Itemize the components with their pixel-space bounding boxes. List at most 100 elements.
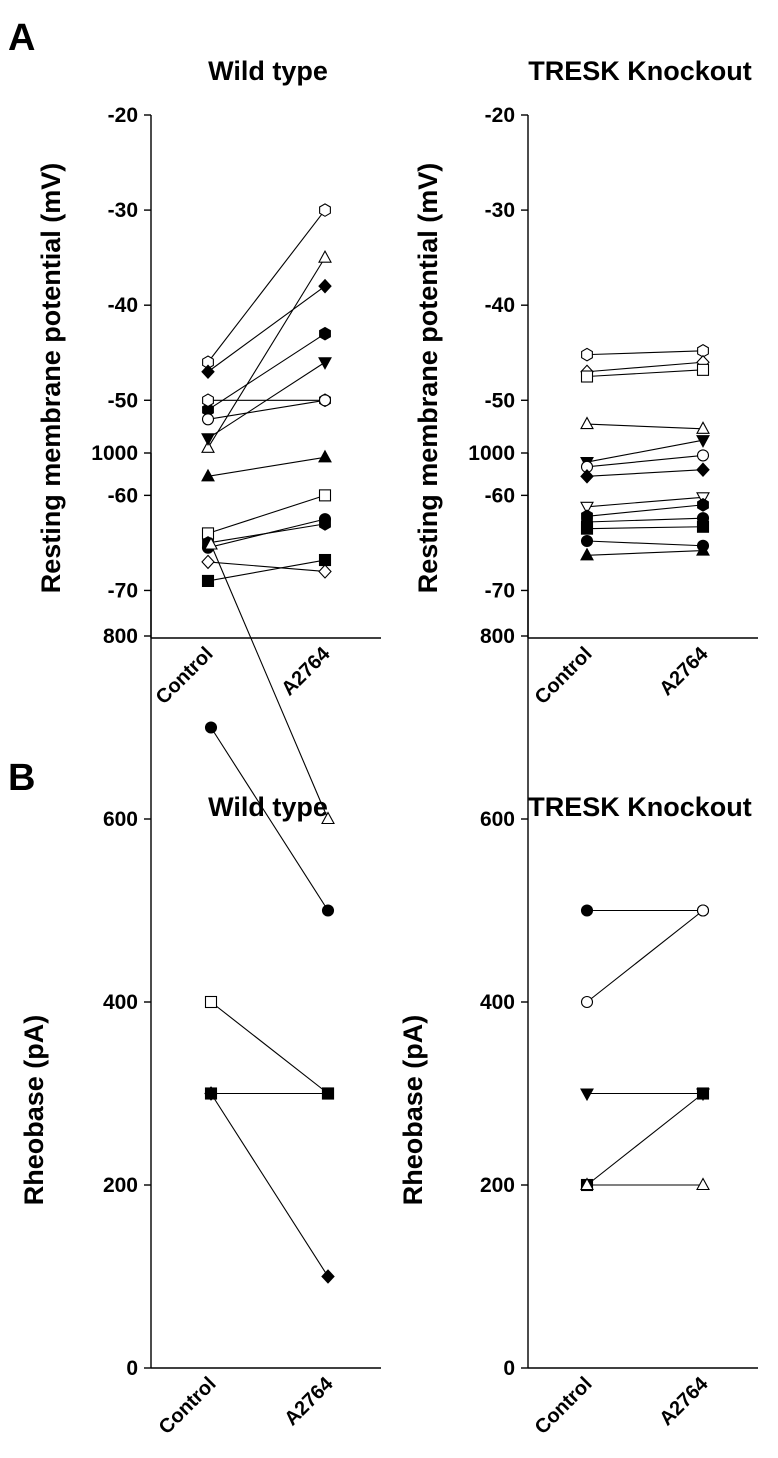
y-tick-label: -50: [485, 389, 515, 412]
series-line: [207, 285, 326, 373]
data-point: [696, 542, 710, 556]
data-point: [696, 520, 710, 533]
data-point: [318, 489, 332, 502]
series-line: [207, 494, 326, 534]
data-point: [321, 1269, 335, 1284]
series-line: [586, 910, 704, 1003]
data-point: [580, 534, 594, 548]
data-point: [581, 347, 593, 362]
data-point: [318, 394, 332, 407]
series-line: [586, 1093, 704, 1186]
y-tick-label: -50: [108, 389, 138, 412]
series-line: [207, 333, 326, 411]
series-line: [586, 469, 704, 477]
y-tick-label: 800: [480, 625, 515, 648]
data-point: [201, 433, 215, 446]
data-point: [580, 416, 594, 430]
y-axis-label: Resting membrane potential (mV): [36, 163, 66, 594]
data-point: [202, 393, 214, 408]
data-point: [319, 326, 331, 341]
series-line: [207, 209, 326, 363]
data-point: [204, 995, 218, 1009]
series-line: [210, 1093, 329, 1277]
data-point: [580, 904, 594, 917]
data-point: [321, 811, 335, 825]
x-category-label: A2764: [280, 1372, 338, 1430]
panel-label-a: A: [8, 17, 35, 59]
series-line: [207, 523, 326, 544]
data-point: [580, 1177, 594, 1191]
data-point: [580, 501, 594, 515]
data-point: [201, 413, 215, 426]
data-point: [697, 498, 709, 512]
y-tick-label: 1000: [468, 442, 515, 465]
data-point: [696, 421, 710, 434]
data-point: [580, 469, 594, 484]
data-point: [318, 564, 332, 579]
x-category-label: Control: [531, 643, 597, 709]
data-point: [318, 449, 332, 463]
y-tick-label: 600: [103, 808, 138, 831]
y-tick-label: -20: [108, 104, 138, 127]
y-tick-label: 0: [503, 1357, 515, 1380]
data-point: [696, 462, 710, 478]
data-point: [319, 203, 331, 217]
chart-a-tresk-knockout: TRESK Knockout Resting membrane potentia…: [413, 56, 758, 709]
chart-title: TRESK Knockout: [528, 56, 752, 86]
data-point: [580, 522, 594, 535]
y-tick-label: -60: [108, 484, 138, 507]
data-point: [319, 517, 331, 531]
series-line: [586, 439, 704, 463]
y-tick-label: 400: [103, 991, 138, 1014]
y-tick-label: -40: [485, 294, 515, 317]
series-line: [210, 544, 329, 820]
panel-label-b: B: [8, 757, 35, 799]
data-point: [580, 1088, 594, 1102]
series-line: [207, 559, 326, 582]
data-point: [321, 1087, 335, 1100]
x-category-label: Control: [155, 1373, 221, 1439]
y-tick-label: -30: [485, 199, 515, 222]
x-category-label: A2764: [655, 642, 713, 700]
data-point: [201, 440, 215, 453]
y-tick-label: -30: [108, 199, 138, 222]
series-line: [210, 727, 329, 911]
y-tick-label: 0: [126, 1357, 138, 1380]
y-tick-label: 1000: [91, 442, 138, 465]
y-tick-label: 600: [480, 808, 515, 831]
data-point: [318, 249, 332, 263]
data-point: [201, 574, 215, 587]
y-tick-label: 800: [103, 625, 138, 648]
data-point: [580, 547, 594, 561]
data-point: [696, 904, 710, 917]
series-line: [210, 1001, 329, 1094]
series-line: [586, 504, 704, 517]
chart-title: TRESK Knockout: [528, 792, 752, 822]
series-line: [207, 561, 326, 572]
chart-a-wild-type: Wild type Resting membrane potential (mV…: [36, 56, 381, 709]
series-line: [207, 399, 326, 420]
x-category-label: Control: [152, 643, 218, 709]
data-point: [580, 995, 594, 1009]
y-tick-label: -70: [108, 579, 138, 602]
series-line: [586, 517, 704, 523]
chart-b-wild-type: Wild type Rheobase (pA) 0200400600800100…: [19, 442, 381, 1439]
y-axis-label: Resting membrane potential (mV): [413, 163, 443, 594]
data-point: [318, 553, 332, 567]
y-tick-label: 400: [480, 991, 515, 1014]
chart-b-tresk-knockout: TRESK Knockout Rheobase (pA) 0 200 400 600 8…: [398, 442, 758, 1439]
data-point: [321, 904, 335, 917]
series-line: [586, 361, 704, 373]
series-line: [586, 549, 704, 556]
data-point: [696, 363, 710, 376]
y-tick-label: -20: [485, 104, 515, 127]
data-point: [318, 357, 332, 370]
series-line: [586, 526, 704, 530]
series-line: [586, 350, 704, 356]
y-tick-label: 200: [103, 1174, 138, 1197]
data-point: [201, 554, 215, 570]
data-point: [318, 278, 332, 294]
data-point: [204, 1086, 218, 1101]
data-point: [201, 364, 215, 380]
